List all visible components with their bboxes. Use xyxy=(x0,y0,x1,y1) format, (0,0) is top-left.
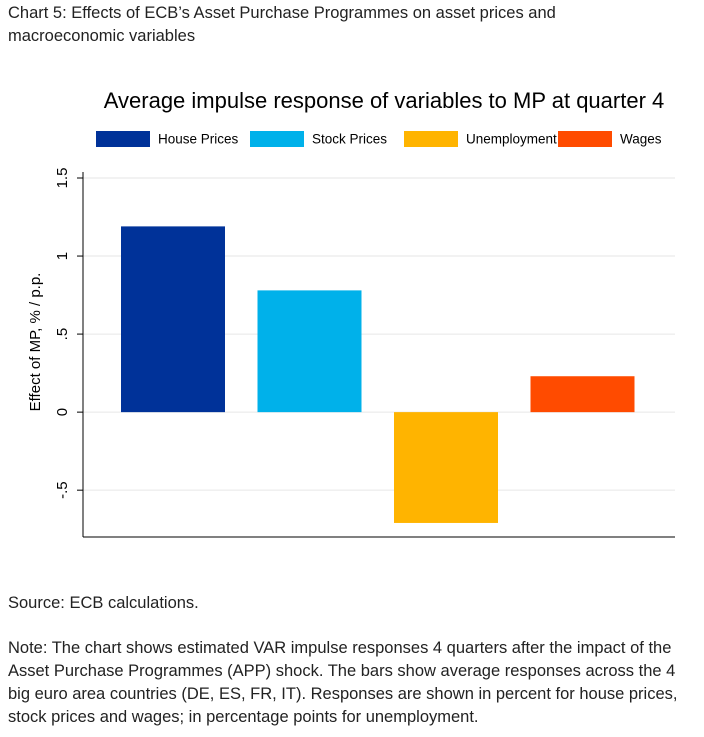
y-axis-label: Effect of MP, % / p.p. xyxy=(27,273,44,412)
chart-title: Average impulse response of variables to… xyxy=(104,88,665,113)
bar xyxy=(394,412,498,523)
legend-swatch xyxy=(250,131,304,147)
legend-swatch xyxy=(404,131,458,147)
legend-swatch xyxy=(96,131,150,147)
header-title: Chart 5: Effects of ECB’s Asset Purchase… xyxy=(8,4,556,45)
legend-label: Stock Prices xyxy=(312,132,387,147)
legend-swatch xyxy=(558,131,612,147)
y-tick-label: 1 xyxy=(54,252,71,260)
y-tick-label: 0 xyxy=(54,408,71,416)
legend-label: Unemployment xyxy=(466,132,557,147)
bar xyxy=(121,226,225,413)
source: Source: ECB calculations. xyxy=(8,594,199,612)
chart: Average impulse response of variables to… xyxy=(27,88,675,538)
bar xyxy=(257,290,362,413)
legend-label: House Prices xyxy=(158,132,239,147)
note: Note: The chart shows estimated VAR impu… xyxy=(8,639,678,726)
y-tick-label: .5 xyxy=(54,328,71,341)
y-tick-label: -.5 xyxy=(54,481,71,499)
bar xyxy=(530,376,635,413)
y-tick-label: 1.5 xyxy=(54,168,71,189)
legend-label: Wages xyxy=(620,132,662,147)
